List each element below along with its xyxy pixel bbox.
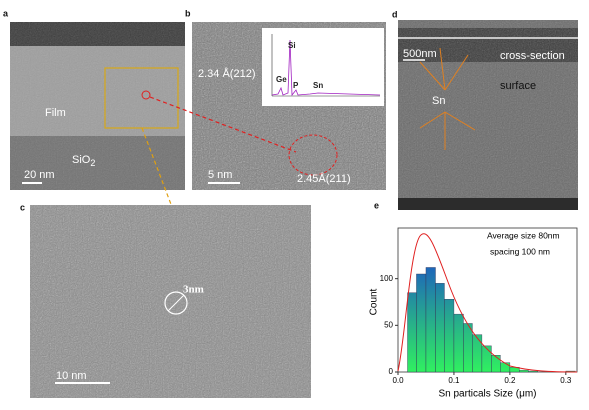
- bottom-label: surface: [500, 80, 536, 92]
- fit-curve: [397, 233, 578, 373]
- y-tick-label: 100: [380, 274, 394, 283]
- substrate-text: SiO: [72, 154, 91, 166]
- x-axis-label: Sn particals Size (μm): [438, 389, 536, 400]
- peak-label: Si: [288, 41, 296, 50]
- panel-a: a Film SiO2 20 nm: [3, 8, 185, 190]
- panel-label: a: [3, 8, 9, 18]
- panel-d: d cross-section surface Sn 500nm: [392, 9, 578, 210]
- x-tick-label: 0.3: [560, 376, 572, 385]
- link-line: [149, 96, 297, 153]
- y-tick-label: 50: [384, 320, 393, 329]
- peak-label: Sn: [313, 81, 323, 90]
- bar: [472, 334, 483, 373]
- bar: [491, 355, 501, 373]
- annotation: spacing 100 nm: [490, 246, 550, 256]
- annotation: Average size 80nm: [487, 230, 560, 240]
- x-tick-label: 0.1: [448, 376, 460, 385]
- bar: [407, 292, 417, 373]
- texture: [10, 22, 185, 190]
- bar: [444, 299, 455, 373]
- scale-label: 500nm: [403, 48, 437, 60]
- scale-label: 5 nm: [208, 169, 232, 181]
- film-label: Film: [45, 107, 66, 119]
- substrate-sub: 2: [90, 158, 95, 168]
- x-tick-label: 0.2: [504, 376, 516, 385]
- plane-label: 2.34 Å(212): [198, 67, 255, 80]
- inset-spectrum: [271, 39, 381, 97]
- bar: [481, 345, 492, 373]
- panel-label: d: [392, 9, 398, 19]
- link-line: [141, 127, 181, 229]
- info-bar: [398, 198, 578, 210]
- bar: [416, 273, 427, 373]
- peak-label: P: [293, 81, 299, 90]
- texture: [398, 20, 578, 210]
- panel-label: e: [374, 200, 379, 210]
- bar: [463, 323, 473, 373]
- panel-e: e 0 50 100 0.0 0.1 0.2 0.3 Average size 80nm spa…: [369, 200, 578, 400]
- bar: [435, 283, 445, 373]
- particle-label: Sn: [432, 95, 445, 107]
- region-mark: [288, 134, 338, 176]
- scale-label: 10 nm: [56, 370, 87, 382]
- peak-label: Ge: [276, 75, 287, 84]
- panel-label: b: [185, 8, 191, 18]
- substrate-label: SiO2: [72, 154, 95, 168]
- size-label: 3nm: [183, 284, 204, 296]
- diameter: [167, 294, 185, 312]
- panel-c: 3nm c 10 nm: [20, 202, 311, 398]
- top-label: cross-section: [500, 50, 565, 62]
- panel-label: c: [20, 202, 25, 212]
- x-tick-label: 0.0: [392, 376, 404, 385]
- particle-circle: [164, 291, 188, 315]
- zoom-box: [104, 67, 179, 129]
- texture: [30, 205, 311, 398]
- panel-b: Si Ge P Sn b 2.34 Å(212) 2.45Å(211) 5 nm: [185, 8, 386, 190]
- bar: [425, 267, 436, 373]
- bar: [519, 369, 529, 373]
- marker: [141, 90, 151, 100]
- bar: [453, 313, 464, 373]
- plane-label: 2.45Å(211): [297, 172, 351, 185]
- scale-label: 20 nm: [24, 169, 55, 181]
- bar: [500, 362, 511, 373]
- y-tick-label: 0: [389, 367, 394, 376]
- y-axis-label: Count: [369, 288, 380, 315]
- arrows: [419, 47, 476, 150]
- bar: [528, 370, 539, 373]
